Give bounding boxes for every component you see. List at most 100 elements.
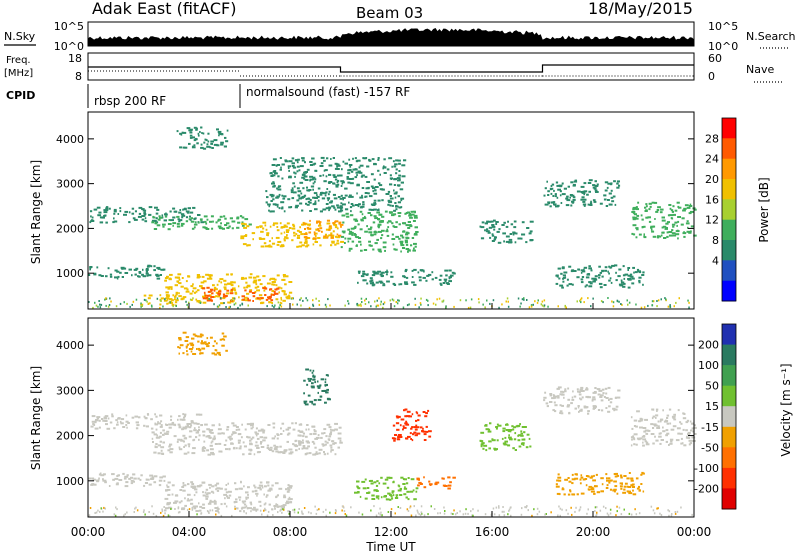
velocity-cell-12 xyxy=(593,474,595,477)
power-cell-15 xyxy=(277,175,280,178)
power-cell-0 xyxy=(134,210,137,213)
power-cell-13 xyxy=(675,233,680,236)
power-cell-5 xyxy=(202,301,207,304)
velocity-cell-10 xyxy=(564,390,567,393)
power-cell-2 xyxy=(328,234,332,237)
power-cell-8 xyxy=(405,233,409,236)
velocity-cell-5 xyxy=(383,495,387,498)
velocity-cell-4 xyxy=(214,353,218,356)
power-ground-cell xyxy=(389,299,391,302)
velocity-cell-3 xyxy=(163,509,167,512)
power-cell-1 xyxy=(241,216,245,219)
power-cell-15 xyxy=(371,158,375,161)
velocity-cell-5 xyxy=(394,497,399,499)
power-cell-5 xyxy=(200,287,203,289)
power-cell-0 xyxy=(133,218,138,221)
velocity-cell-7 xyxy=(425,412,428,415)
velocity-cell-7 xyxy=(405,423,410,426)
power-cell-15 xyxy=(370,173,374,176)
power-ground-cell xyxy=(315,297,317,300)
velocity-cell-1 xyxy=(331,429,334,432)
velocity-cell-9 xyxy=(529,445,532,448)
power-ground-cell xyxy=(530,304,533,307)
nsky-tick-top: 10^5 xyxy=(54,20,84,33)
power-cell-11 xyxy=(525,241,528,244)
power-ground-cell xyxy=(612,305,615,308)
velocity-cell-11 xyxy=(633,443,636,446)
power-cell-9 xyxy=(398,283,400,286)
velocity-cell-0 xyxy=(127,422,130,424)
power-cell-8 xyxy=(397,212,402,214)
velocity-cell-8 xyxy=(317,380,319,383)
power-ground-cell xyxy=(478,301,480,304)
velocity-cell-4 xyxy=(188,348,193,350)
velocity-ground-cell xyxy=(136,509,139,512)
power-ground-cell xyxy=(347,302,350,305)
velocity-cell-1 xyxy=(225,448,229,451)
velocity-cell-1 xyxy=(309,433,313,436)
velocity-ground-cell xyxy=(571,513,573,516)
velocity-cell-7 xyxy=(415,411,418,414)
velocity-cell-1 xyxy=(323,453,327,456)
power-ground-cell xyxy=(239,304,241,307)
power-cell-15 xyxy=(372,190,375,193)
power-cell-6 xyxy=(247,297,249,300)
power-cell-8 xyxy=(415,231,419,233)
velocity-cell-0 xyxy=(144,417,148,420)
power-cell-1 xyxy=(162,225,165,228)
velocity-cell-1 xyxy=(183,452,188,455)
velocity-ground-cell xyxy=(301,512,303,515)
power-cell-12 xyxy=(594,180,597,183)
power-cell-15 xyxy=(371,204,376,206)
velocity-cell-7 xyxy=(395,415,399,418)
velocity-cell-5 xyxy=(364,497,368,500)
power-cell-9 xyxy=(390,271,393,274)
power-cell-1 xyxy=(168,219,171,221)
power-ground-cell xyxy=(98,300,100,302)
velocity-cell-9 xyxy=(511,425,514,428)
power-cell-2 xyxy=(283,239,286,242)
power-colorbar-tick-0: 28 xyxy=(705,132,719,145)
velocity-cell-12 xyxy=(609,488,613,491)
power-cell-10 xyxy=(179,132,182,135)
velocity-ground-cell xyxy=(134,507,136,510)
power-colorbar-tick-1: 24 xyxy=(705,153,719,166)
power-cell-5 xyxy=(284,283,287,286)
power-cell-15 xyxy=(359,196,364,199)
power-ground-cell xyxy=(427,304,429,307)
velocity-cell-4 xyxy=(223,335,227,338)
power-ground-cell xyxy=(110,300,112,303)
velocity-ground-cell xyxy=(164,512,166,515)
velocity-cell-10 xyxy=(596,388,601,391)
velocity-ground-cell xyxy=(152,512,155,515)
velocity-cell-2 xyxy=(116,475,119,477)
velocity-cell-3 xyxy=(187,483,190,486)
power-cell-15 xyxy=(398,174,401,177)
velocity-cell-8 xyxy=(321,390,326,392)
power-cell-8 xyxy=(400,250,402,253)
power-cell-4 xyxy=(145,270,148,273)
velocity-cell-10 xyxy=(545,402,549,405)
velocity-cell-12 xyxy=(590,488,595,491)
power-cell-0 xyxy=(113,212,116,215)
beam-label: Beam 03 xyxy=(356,4,423,22)
power-cell-11 xyxy=(481,221,485,224)
power-cell-13 xyxy=(650,226,653,229)
power-cell-13 xyxy=(635,227,639,230)
power-cell-15 xyxy=(401,164,406,167)
power-cell-12 xyxy=(555,181,559,184)
power-colorbar-tick-4: 12 xyxy=(705,214,719,227)
power-cell-11 xyxy=(497,241,502,244)
velocity-ground-cell xyxy=(587,508,589,511)
power-cell-11 xyxy=(491,234,495,237)
velocity-cell-5 xyxy=(375,495,380,498)
power-cell-6 xyxy=(206,294,210,297)
velocity-cell-1 xyxy=(312,432,317,435)
velocity-cell-2 xyxy=(111,473,115,476)
velocity-cell-1 xyxy=(241,423,243,426)
velocity-cell-0 xyxy=(195,413,200,416)
power-cell-9 xyxy=(371,274,376,277)
velocity-cell-3 xyxy=(288,485,293,488)
power-cell-14 xyxy=(557,267,561,270)
